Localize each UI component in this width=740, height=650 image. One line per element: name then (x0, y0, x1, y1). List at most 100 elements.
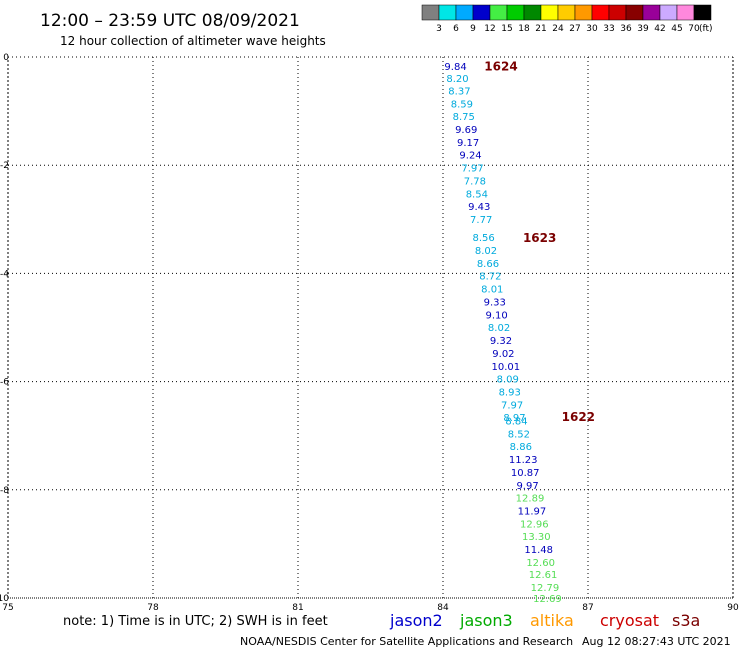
wave-height-value: 8.97 (503, 413, 525, 424)
wave-height-value: 9.43 (468, 202, 490, 213)
color-scale-label: 3 (436, 24, 442, 34)
color-swatch (591, 4, 610, 21)
wave-height-value: 8.84 (505, 417, 527, 428)
color-swatch (625, 4, 644, 21)
chart-subtitle: 12 hour collection of altimeter wave hei… (60, 34, 326, 48)
axis-ticks: 75 78 81 84 87 90 0 -2 -4 -6 -8 -10 (0, 53, 739, 613)
color-scale-label: 15 (501, 24, 512, 34)
color-scale-label: 39 (637, 24, 649, 34)
wave-height-value: 8.59 (451, 100, 473, 111)
color-swatch (506, 4, 525, 21)
x-tick-label: 90 (727, 603, 739, 613)
color-scale-label: 33 (603, 24, 614, 34)
wave-height-value: 11.23 (509, 455, 538, 466)
wave-height-value: 13.30 (522, 532, 551, 543)
wave-height-value: 7.97 (461, 163, 483, 174)
color-swatch (438, 4, 457, 21)
wave-height-value: 9.69 (455, 125, 477, 136)
y-tick-label: 0 (3, 53, 9, 63)
wave-height-value: 7.78 (464, 176, 486, 187)
wave-height-value: 8.01 (481, 285, 503, 296)
wave-height-points: 9.848.20 8.37 8.598.75 9.69 9.179.24 7.97 7.78… (444, 62, 561, 605)
color-scale-legend: 3 6 9 12 15 18 21 24 27 30 33 36 39 42 45 70 (ft) (421, 4, 713, 34)
color-scale-label: 9 (470, 24, 476, 34)
wave-height-value: 8.02 (475, 246, 497, 257)
satellite-name: cryosat (600, 611, 659, 630)
wave-height-value: 8.66 (477, 259, 499, 270)
color-scale-label: 30 (586, 24, 598, 34)
color-swatch (421, 4, 440, 21)
satellite-name: s3a (672, 611, 700, 630)
color-scale-label: 6 (453, 24, 459, 34)
wave-height-value: 9.17 (457, 138, 479, 149)
pass-time-label: 1622 (562, 410, 595, 424)
wave-height-value: 11.97 (518, 506, 547, 517)
wave-height-value: 8.75 (453, 112, 475, 123)
wave-height-value: 7.97 (501, 400, 523, 411)
color-swatch (455, 4, 474, 21)
plot-border (7, 56, 734, 599)
color-scale-label: 18 (518, 24, 530, 34)
color-swatch (523, 4, 542, 21)
x-tick-label: 84 (437, 603, 449, 613)
satellite-name: jason2 (389, 611, 443, 630)
wave-height-value: 8.56 (472, 233, 494, 244)
x-tick-label: 75 (2, 603, 13, 613)
color-swatch (693, 4, 712, 21)
footer-credit: NOAA/NESDIS Center for Satellite Applica… (240, 635, 573, 648)
color-swatch (608, 4, 627, 21)
wave-height-value: 9.24 (459, 150, 481, 161)
color-scale-label: 27 (569, 24, 580, 34)
color-scale-label: 21 (535, 24, 546, 34)
pass-time-labels: 1624 1623 1622 (484, 60, 595, 424)
wave-height-value: 11.48 (524, 545, 553, 556)
wave-height-value: 10.01 (492, 362, 521, 373)
wave-height-value: 8.86 (510, 442, 532, 453)
color-swatch (659, 4, 678, 21)
wave-height-value: 8.09 (497, 374, 519, 385)
color-scale-label: 45 (671, 24, 682, 34)
wave-height-value: 9.84 (444, 62, 466, 73)
color-swatch (574, 4, 593, 21)
color-scale-label: 36 (620, 24, 632, 34)
y-tick-label: -10 (0, 594, 9, 604)
satellite-name: altika (530, 611, 574, 630)
wave-height-value: 12.96 (520, 519, 549, 530)
satellite-legend: jason2 jason3 altika cryosat s3a (389, 611, 700, 630)
color-scale-label: 24 (552, 24, 564, 34)
color-swatch (642, 4, 661, 21)
y-tick-label: -2 (0, 161, 9, 171)
wave-height-value: 8.93 (499, 387, 521, 398)
color-swatch (557, 4, 576, 21)
y-tick-label: -8 (0, 486, 9, 496)
wave-height-value: 9.33 (484, 298, 506, 309)
wave-height-value: 8.52 (508, 430, 530, 441)
color-scale-unit: (ft) (699, 24, 713, 34)
note-text: note: 1) Time is in UTC; 2) SWH is in fe… (63, 614, 328, 629)
wave-height-value: 12.89 (516, 493, 545, 504)
wave-height-value: 7.77 (470, 215, 492, 226)
x-tick-label: 87 (582, 603, 593, 613)
color-swatch (676, 4, 695, 21)
y-tick-label: -6 (0, 378, 9, 388)
y-tick-label: -4 (0, 269, 9, 279)
satellite-name: jason3 (459, 611, 513, 630)
x-tick-label: 78 (147, 603, 159, 613)
x-tick-label: 81 (292, 603, 303, 613)
pass-time-label: 1623 (523, 231, 556, 245)
wave-height-value: 8.02 (488, 323, 510, 334)
pass-time-label: 1624 (484, 60, 517, 74)
wave-height-value: 9.32 (490, 336, 512, 347)
color-scale-label: 12 (484, 24, 495, 34)
wave-height-value: 9.10 (486, 311, 508, 322)
chart-title: 12:00 – 23:59 UTC 08/09/2021 (40, 11, 300, 31)
wave-height-value: 12.69 (533, 594, 562, 605)
color-swatch (489, 4, 508, 21)
wave-height-value: 12.79 (531, 583, 560, 594)
wave-height-value: 9.97 (516, 481, 538, 492)
wave-height-value: 8.72 (479, 272, 501, 283)
color-swatch (540, 4, 559, 21)
footer-timestamp: Aug 12 08:27:43 UTC 2021 (582, 635, 731, 648)
color-scale-label: 70 (688, 24, 700, 34)
